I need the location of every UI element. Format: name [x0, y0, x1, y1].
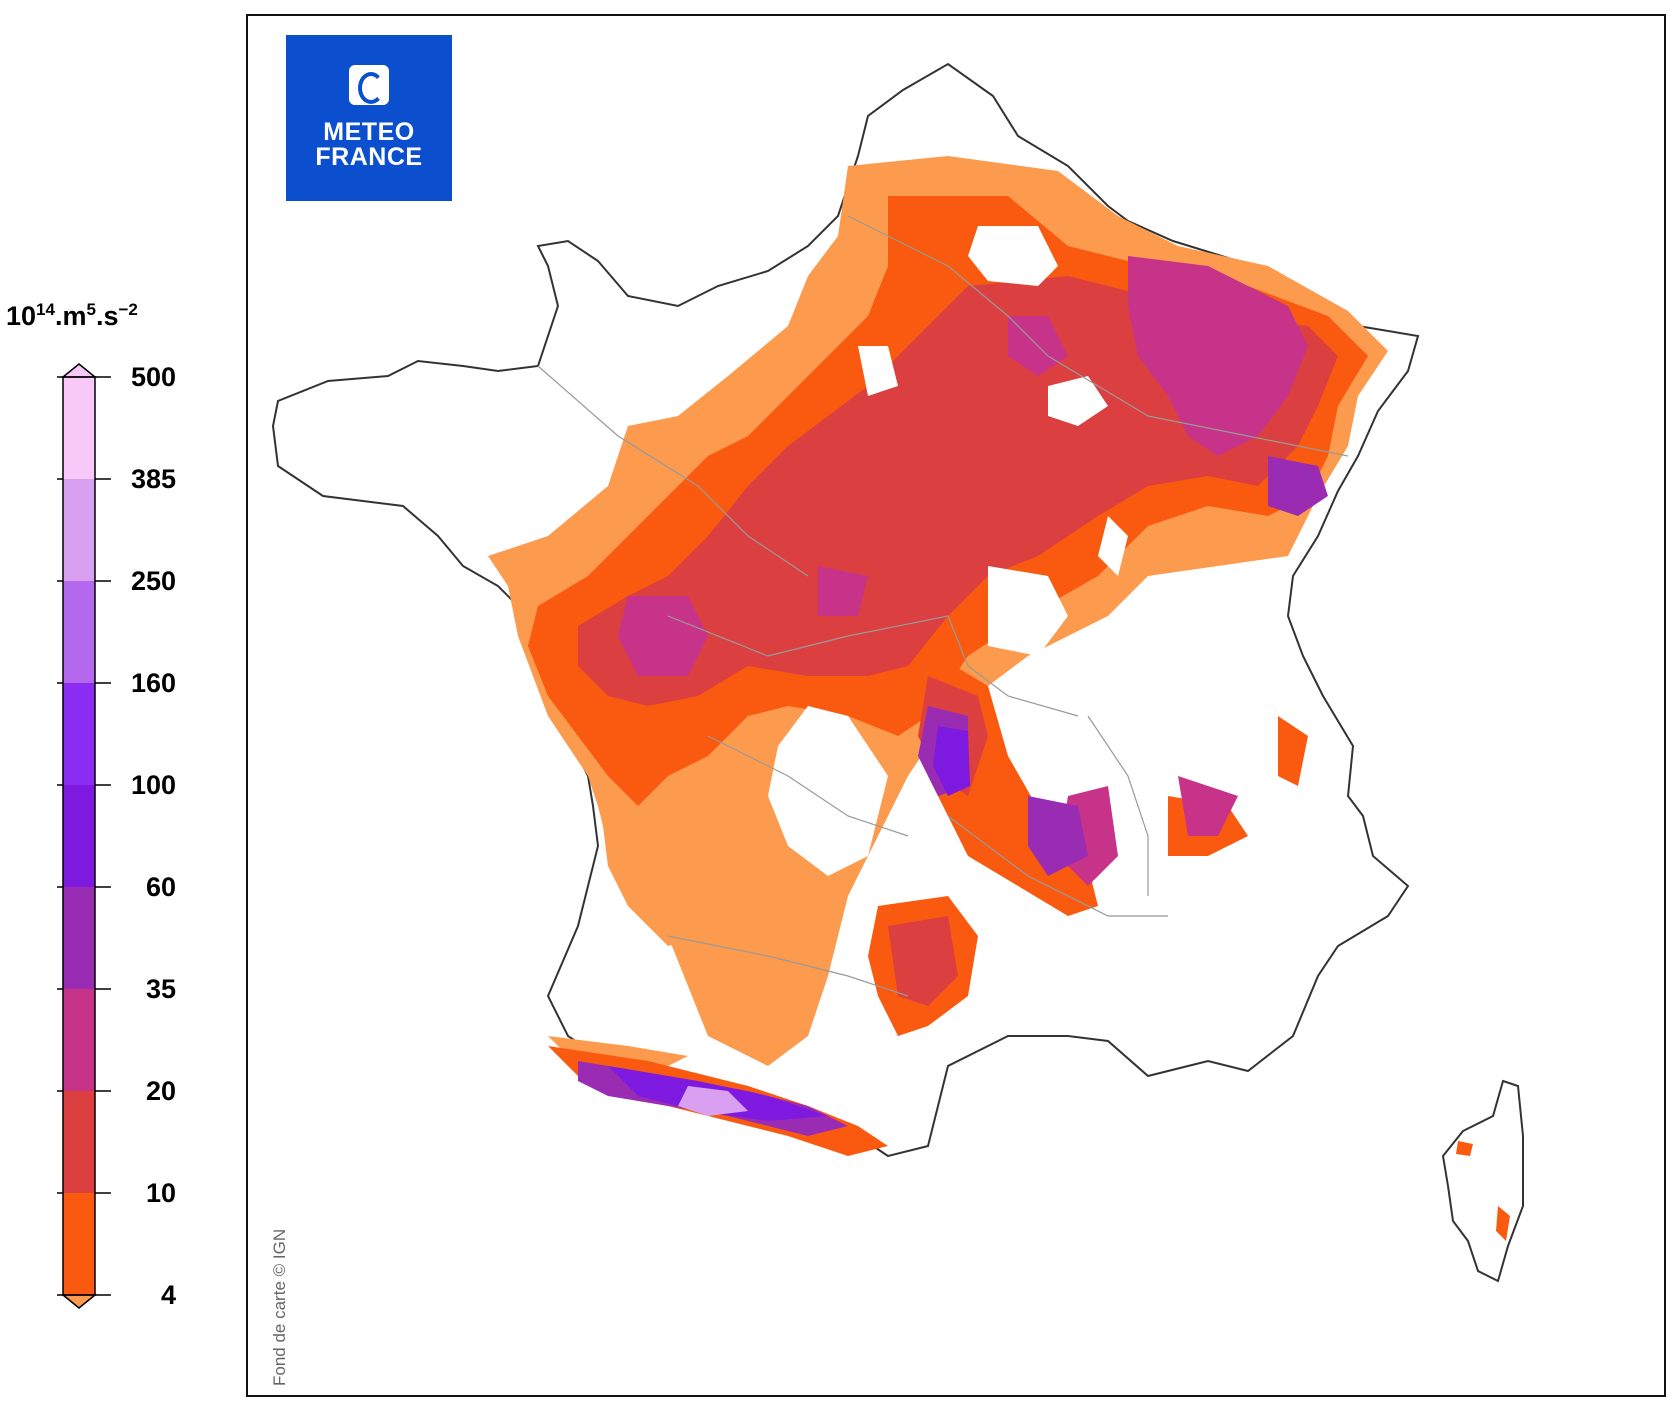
- logo-text-line1: METEO: [323, 118, 415, 146]
- legend-band: [63, 887, 95, 990]
- legend-tick-label: 4: [161, 1280, 176, 1310]
- map-credit: Fond de carte © IGN: [270, 1228, 289, 1386]
- legend-tick-label: 20: [146, 1076, 176, 1106]
- min-overflow-triangle: [60, 1294, 98, 1309]
- legend-tick-label: 385: [131, 464, 176, 494]
- max-overflow-triangle: [60, 363, 98, 378]
- legend-tick-label: 10: [146, 1178, 176, 1208]
- legend-band: [63, 1193, 95, 1296]
- legend-band: [63, 581, 95, 684]
- france-precipitation-map[interactable]: [248, 16, 1664, 1395]
- legend-band: [63, 989, 95, 1092]
- meteo-france-emblem-icon: [349, 65, 389, 105]
- legend-unit-label: 1014.m5.s−2: [6, 300, 138, 331]
- color-scale-bar: 500 385 250 160 100 60 35 20 10 4: [57, 362, 176, 1310]
- legend-band: [63, 377, 95, 480]
- legend-tick-label: 500: [131, 362, 176, 392]
- legend-tick-label: 60: [146, 872, 176, 902]
- legend-band: [63, 1091, 95, 1194]
- logo-text-line2: FRANCE: [315, 143, 423, 171]
- legend-band: [63, 683, 95, 786]
- corsica-outline: [1441, 1079, 1524, 1283]
- legend-tick-label: 160: [131, 668, 176, 698]
- meteo-france-logo: METEO FRANCE: [286, 35, 452, 201]
- color-scale-legend: 500 385 250 160 100 60 35 20 10 4: [0, 0, 230, 1406]
- legend-tick-label: 35: [146, 974, 176, 1004]
- region-borders: [537, 215, 1349, 997]
- legend-tick-label: 100: [131, 770, 176, 800]
- legend-tick-label: 250: [131, 566, 176, 596]
- map-panel: METEO FRANCE Fond de carte © IGN: [246, 14, 1666, 1397]
- dry-areas: [768, 226, 1128, 876]
- precip-class-160-plus: [678, 1086, 748, 1116]
- corsica-precip: [1456, 1141, 1510, 1241]
- legend-band: [63, 785, 95, 888]
- legend-band: [63, 479, 95, 582]
